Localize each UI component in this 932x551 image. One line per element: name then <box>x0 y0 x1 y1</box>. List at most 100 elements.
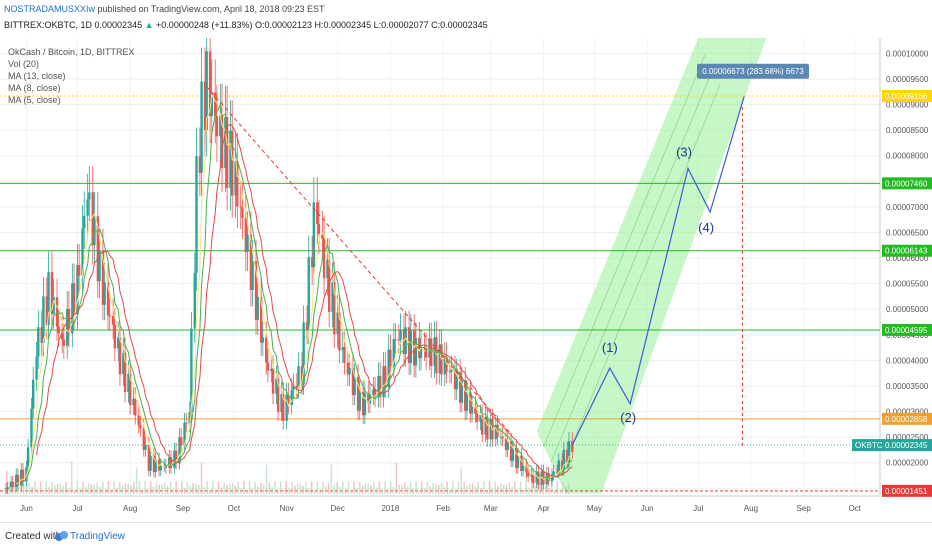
candle-body <box>169 457 173 468</box>
volume-bar <box>6 471 8 494</box>
candle-body <box>363 393 367 416</box>
volume-bar <box>90 484 93 494</box>
volume-bar <box>45 481 48 494</box>
wave-label: (3) <box>676 144 692 159</box>
candle-body <box>367 393 370 404</box>
x-tick-label: Apr <box>537 504 550 513</box>
volume-bar <box>446 481 448 494</box>
channel-line <box>550 69 714 463</box>
candle-body <box>474 406 477 414</box>
price-chart[interactable]: 0.00010000 0.00009500 0.00009000 0.00008500… <box>0 38 932 522</box>
volume-bar <box>322 481 324 494</box>
plot-area <box>0 38 880 496</box>
author-link[interactable]: NOSTRADAMUSXXIw <box>4 4 96 14</box>
candle-body <box>535 471 538 484</box>
volume-bar <box>344 488 347 494</box>
candle-body <box>4 488 8 490</box>
candle-body <box>516 455 520 468</box>
x-tick-label: 2018 <box>381 504 399 513</box>
x-tick-label: Sep <box>797 504 812 513</box>
candle-body <box>555 471 559 473</box>
candle-body <box>475 413 479 422</box>
volume-bar <box>562 481 564 494</box>
tradingview-brand-link[interactable]: TradingView <box>70 531 126 542</box>
candle-body <box>515 447 518 468</box>
candle-body <box>562 449 566 470</box>
candle-body <box>127 373 130 393</box>
volume-bar <box>542 485 544 494</box>
volume-bar <box>531 482 533 494</box>
candle-body <box>142 428 145 450</box>
candle-body <box>453 369 457 390</box>
candle-body <box>137 415 140 425</box>
candle-body <box>348 367 351 375</box>
volume-bar <box>79 488 81 494</box>
volume-bar <box>22 484 25 494</box>
volume-bar <box>426 481 429 494</box>
volume-bar <box>302 485 304 494</box>
candle-body <box>67 309 71 334</box>
ohlc-values: O:0.00002123 H:0.00002345 L:0.00002077 C… <box>254 20 488 30</box>
volume-bar <box>443 487 446 494</box>
volume-bar <box>356 487 358 494</box>
footer: Created with TradingView <box>0 522 932 551</box>
volume-bar <box>248 481 251 494</box>
candle-body <box>520 455 523 471</box>
candle-body <box>327 259 331 312</box>
candle-body <box>448 371 452 373</box>
y-tick-label: 0.00003000 <box>886 408 929 417</box>
candle-body <box>15 474 18 488</box>
volume-bar <box>556 481 559 494</box>
candle-body <box>164 465 168 468</box>
candle-body <box>479 414 482 422</box>
ma5-line <box>15 92 573 485</box>
y-tick-label: 0.00004000 <box>886 356 929 365</box>
x-tick-label: Dec <box>331 504 345 513</box>
candle-body <box>504 438 508 451</box>
candle-body <box>21 469 25 482</box>
volume-bar <box>421 481 423 494</box>
publish-text: published on TradingView.com, April 18, … <box>97 4 325 14</box>
candle-body <box>249 234 253 290</box>
candle-body <box>259 296 263 343</box>
volume-bar <box>282 490 285 494</box>
volume-bar <box>99 486 101 494</box>
volume-bar <box>87 482 90 494</box>
candle-body <box>310 257 314 268</box>
volume-bar <box>567 482 570 494</box>
legend-vol: Vol (20) <box>8 59 40 69</box>
candle-body <box>532 474 535 484</box>
volume-bar <box>545 482 547 494</box>
candle-body <box>173 450 176 468</box>
candle-body <box>382 366 385 398</box>
volume-bar <box>347 481 350 494</box>
volume-bar <box>389 481 392 494</box>
volume-bar <box>477 481 479 494</box>
candle-body <box>16 474 20 486</box>
candle-body <box>499 436 503 438</box>
y-tick-label: 0.00005500 <box>886 280 929 289</box>
candle-body <box>200 81 203 173</box>
volume-bar <box>336 482 338 494</box>
level-tag-label: 0.00002858 <box>885 415 928 424</box>
volume-bar <box>497 486 499 494</box>
candle-body <box>185 422 188 424</box>
volume-bar <box>370 485 372 494</box>
volume-bar <box>316 481 319 494</box>
x-tick-label: Jul <box>693 504 703 513</box>
wave-label: (1) <box>602 340 618 355</box>
volume-bar <box>440 482 443 494</box>
candle-body <box>435 337 438 374</box>
candle-body <box>241 207 244 219</box>
level-tag-label: 0.00007460 <box>885 179 928 188</box>
y-tick-label: 0.00008500 <box>886 126 929 135</box>
candle-body <box>489 419 492 440</box>
level-tag <box>882 412 932 425</box>
volume-bar <box>373 482 375 494</box>
volume-bar <box>118 482 121 494</box>
candle-body <box>300 366 304 385</box>
volume-bar <box>508 482 511 494</box>
candle-body <box>57 326 60 334</box>
candle-body <box>71 283 74 334</box>
candle-body <box>72 283 76 315</box>
